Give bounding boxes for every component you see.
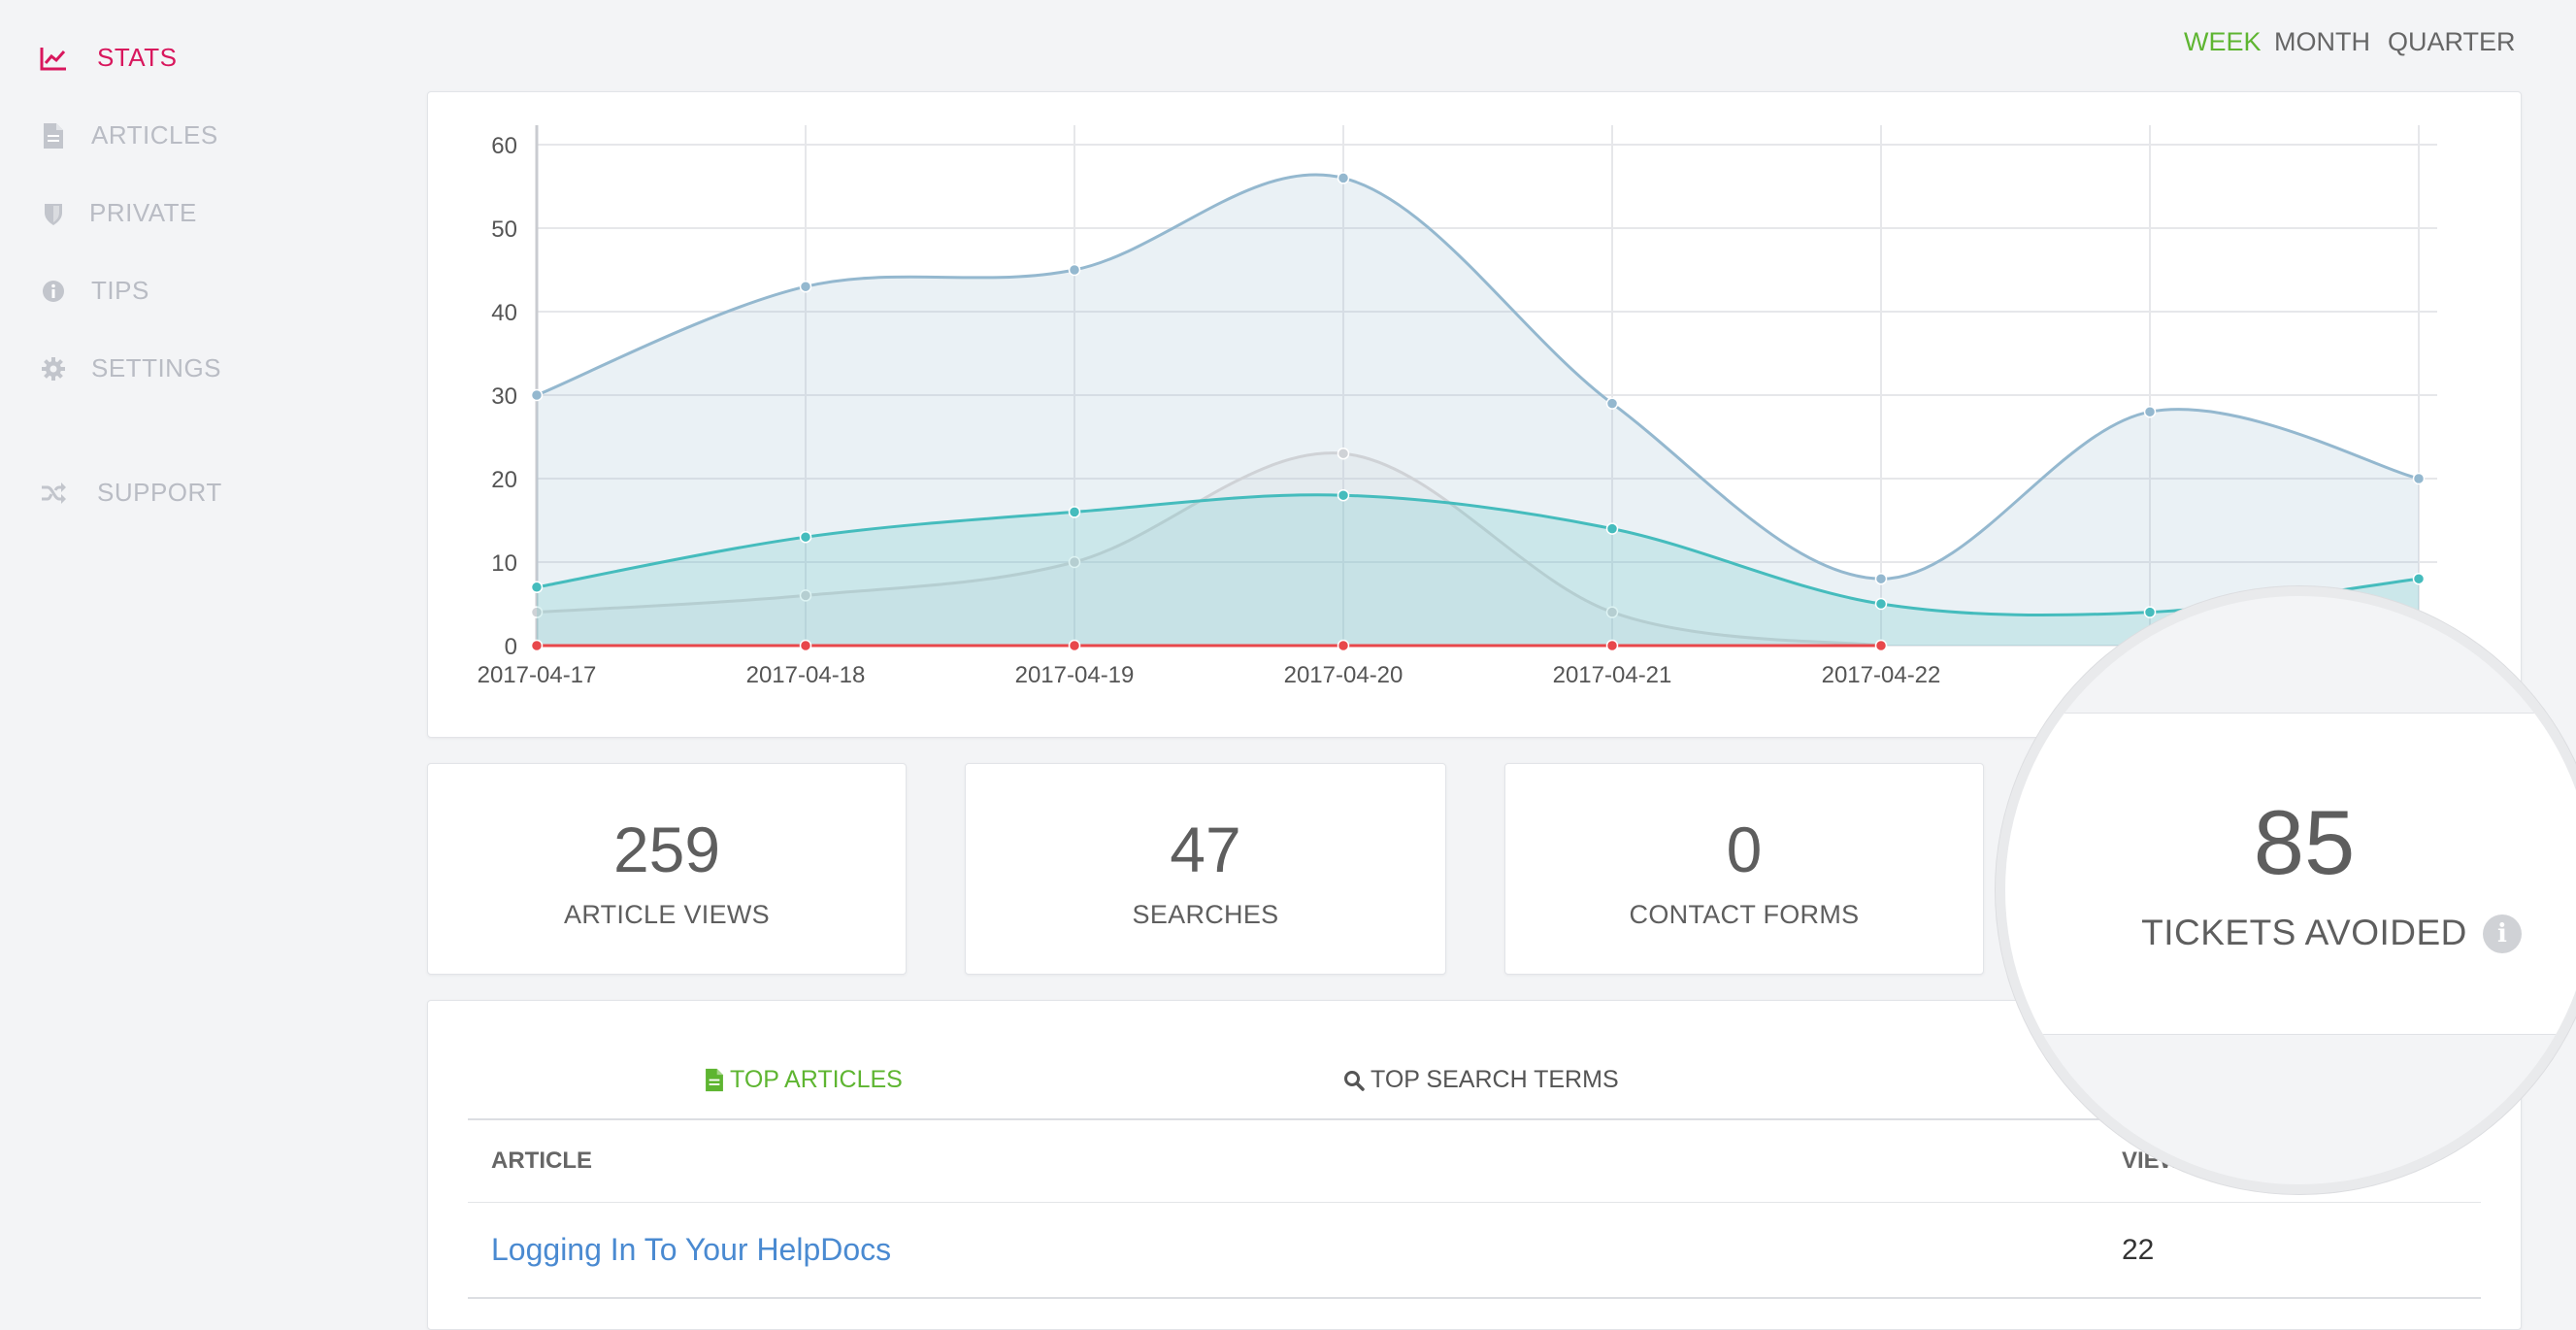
document-icon	[39, 121, 68, 150]
sidebar-item-tips[interactable]: TIPS	[39, 276, 149, 306]
sidebar-item-label: SUPPORT	[97, 478, 222, 507]
y-tick-label: 30	[491, 383, 517, 410]
data-point	[1874, 597, 1888, 611]
stat-card-article-views: 259 ARTICLE VIEWS	[427, 763, 907, 975]
article-link[interactable]: Logging In To Your HelpDocs	[491, 1232, 892, 1267]
sidebar-item-articles[interactable]: ARTICLES	[39, 120, 218, 150]
y-tick-label: 40	[491, 300, 517, 326]
series-line	[536, 173, 2420, 581]
stat-card-tickets-avoided	[2005, 713, 2576, 1035]
tab-label: TOP ARTICLES	[730, 1066, 903, 1093]
divider	[468, 1202, 2481, 1203]
sidebar-item-label: STATS	[97, 43, 178, 72]
data-point	[1068, 639, 1081, 652]
sidebar-item-settings[interactable]: SETTINGS	[39, 353, 221, 383]
data-point	[530, 639, 544, 652]
shuffle-icon	[39, 479, 68, 508]
data-point	[530, 606, 544, 618]
y-tick-label: 0	[505, 634, 517, 660]
info-icon	[39, 277, 68, 306]
data-point	[1068, 506, 1081, 518]
document-icon	[706, 1068, 723, 1092]
period-week-tab[interactable]: WEEK	[2184, 27, 2262, 56]
tab-top-search-terms[interactable]: TOP SEARCH TERMS	[1343, 1066, 1619, 1094]
stat-label: ARTICLE VIEWS	[564, 900, 770, 929]
data-point	[1605, 397, 1619, 410]
tickets-avoided-value: 85	[2253, 791, 2356, 893]
data-point	[1605, 522, 1619, 535]
series-line	[536, 493, 2420, 617]
data-point	[1605, 606, 1619, 618]
x-tick-label: 2017-04-17	[478, 662, 597, 688]
series-area	[537, 452, 1881, 646]
divider	[468, 1118, 2481, 1120]
data-point	[2143, 405, 2157, 418]
data-point	[1337, 488, 1350, 502]
data-point	[1068, 555, 1081, 569]
x-tick-label: 2017-04-18	[746, 662, 866, 688]
tab-label: TOP SEARCH TERMS	[1371, 1066, 1619, 1093]
data-point	[1874, 572, 1888, 585]
data-point	[530, 581, 544, 594]
table-header-article: ARTICLE	[491, 1147, 592, 1174]
search-icon	[1344, 1070, 1365, 1091]
period-quarter-tab[interactable]: QUARTER	[2388, 27, 2516, 56]
stat-label: SEARCHES	[1132, 900, 1279, 929]
data-point	[2143, 606, 2157, 618]
sidebar-item-label: ARTICLES	[91, 120, 218, 150]
sidebar-item-label: TIPS	[91, 276, 149, 305]
y-tick-label: 10	[491, 550, 517, 577]
stat-card-searches: 47 SEARCHES	[965, 763, 1446, 975]
sidebar-item-private[interactable]: PRIVATE	[39, 198, 197, 228]
x-tick-label: 2017-04-22	[1822, 662, 1941, 688]
data-point	[1337, 447, 1350, 460]
line-chart-icon	[39, 44, 68, 73]
y-tick-label: 60	[491, 133, 517, 159]
series-area	[537, 174, 2419, 646]
sidebar-item-label: PRIVATE	[89, 198, 197, 227]
tickets-avoided-label: TICKETS AVOIDED	[2141, 913, 2467, 952]
stat-card-contact-forms: 0 CONTACT FORMS	[1504, 763, 1984, 975]
data-point	[1337, 172, 1350, 184]
shield-icon	[39, 199, 68, 228]
sidebar-item-support[interactable]: SUPPORT	[39, 478, 222, 508]
data-point	[799, 280, 812, 293]
y-tick-label: 50	[491, 216, 517, 243]
data-point	[1337, 639, 1350, 652]
data-point	[1874, 639, 1888, 652]
sidebar: STATS ARTICLES PRIVATE TIPS SETTINGS SUP…	[0, 0, 408, 1313]
y-tick-label: 20	[491, 467, 517, 493]
data-point	[530, 388, 544, 402]
stat-value: 259	[612, 814, 721, 885]
data-point	[799, 530, 812, 544]
stat-value: 47	[1170, 814, 1241, 885]
stat-value: 0	[1726, 814, 1763, 885]
tab-top-articles[interactable]: TOP ARTICLES	[705, 1066, 903, 1094]
divider	[468, 1297, 2481, 1299]
info-icon[interactable]: i	[2483, 914, 2522, 953]
x-tick-label: 2017-04-20	[1284, 662, 1404, 688]
series-area	[537, 494, 2419, 646]
data-point	[1068, 263, 1081, 277]
data-point	[2412, 572, 2426, 585]
series-line	[536, 451, 1882, 648]
tickets-avoided-magnifier: 85 TICKETS AVOIDED i	[1996, 586, 2576, 1194]
sidebar-item-label: SETTINGS	[91, 353, 222, 382]
gear-icon	[39, 354, 68, 383]
stat-label: CONTACT FORMS	[1629, 900, 1860, 929]
data-point	[1605, 639, 1619, 652]
data-point	[799, 589, 812, 602]
x-tick-label: 2017-04-21	[1553, 662, 1672, 688]
data-point	[799, 639, 812, 652]
article-views-count: 22	[2122, 1234, 2155, 1266]
period-month-tab[interactable]: MONTH	[2274, 27, 2370, 56]
sidebar-item-stats[interactable]: STATS	[39, 43, 177, 73]
x-tick-label: 2017-04-19	[1015, 662, 1135, 688]
data-point	[2412, 472, 2426, 485]
